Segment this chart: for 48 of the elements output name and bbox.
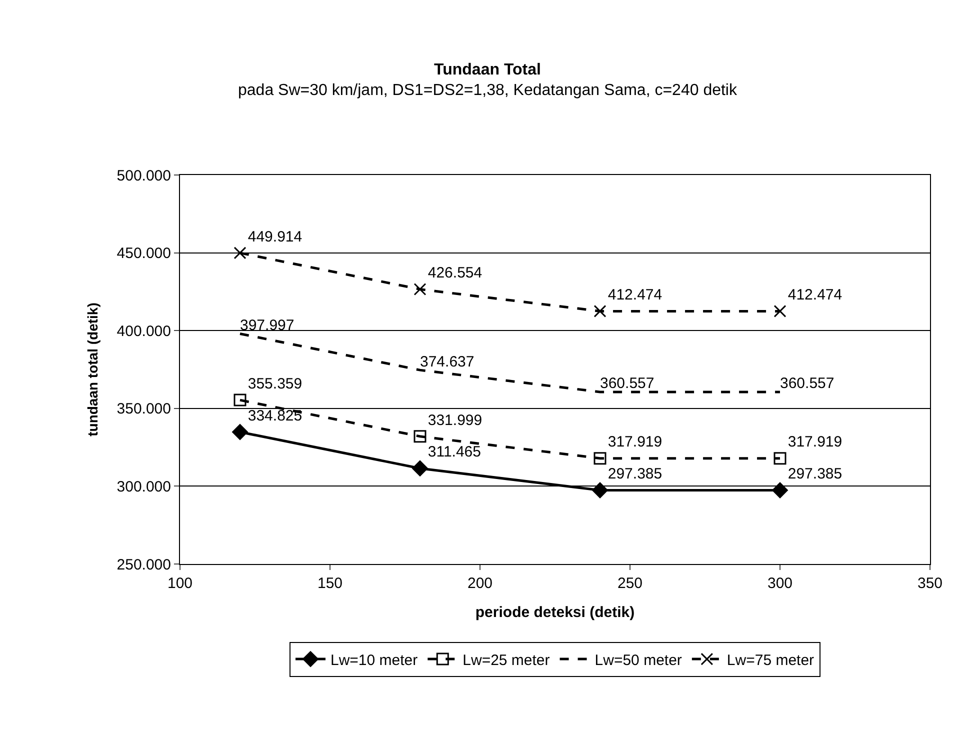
data-label: 360.557: [780, 375, 834, 392]
x-tick-label: 150: [317, 575, 343, 592]
point: [412, 460, 428, 476]
data-label: 297.385: [788, 466, 842, 483]
chart-title: Tundaan Total: [434, 61, 541, 78]
point: [234, 394, 246, 406]
data-label: 397.997: [240, 316, 294, 334]
data-label: 374.637: [420, 353, 474, 370]
legend-label: Lw=10 meter: [330, 652, 418, 669]
y-tick-label: 250.000: [116, 556, 171, 574]
data-label: 449.914: [248, 228, 302, 246]
point: [414, 283, 426, 296]
x-tick-label: 250: [617, 575, 643, 592]
point: [594, 452, 606, 465]
data-label: 317.919: [608, 434, 662, 451]
y-tick-label: 300.000: [116, 478, 171, 496]
data-label: 297.385: [608, 466, 662, 483]
data-label: 412.474: [788, 286, 842, 304]
data-label: 355.359: [248, 375, 302, 392]
y-tick-label: 450.000: [116, 245, 171, 262]
y-tick-label: 400.000: [116, 322, 171, 340]
x-tick-label: 300: [767, 575, 793, 592]
point: [234, 246, 246, 260]
y-axis-title: tundaan total (detik): [84, 302, 100, 436]
legend-label: Lw=75 meter: [726, 652, 814, 669]
point: [774, 452, 786, 465]
data-label: 311.465: [428, 444, 481, 461]
point: [592, 482, 608, 498]
data-label: 412.474: [608, 286, 662, 304]
y-tick-label: 350.000: [116, 400, 171, 418]
x-tick-label: 200: [467, 575, 493, 592]
point: [774, 304, 786, 318]
point: [232, 424, 248, 440]
point: [414, 430, 426, 443]
point: [772, 482, 788, 498]
data-label: 360.557: [600, 375, 654, 392]
data-label: 426.554: [428, 264, 482, 282]
legend-label: Lw=50 meter: [594, 652, 682, 669]
x-axis-title: periode deteksi (detik): [475, 604, 635, 621]
y-tick-label: 500.000: [116, 167, 171, 184]
point: [594, 304, 606, 318]
x-tick-label: 350: [917, 575, 943, 592]
chart-subtitle: pada Sw=30 km/jam, DS1=DS2=1,38, Kedatangan Sama, c=240 detik: [238, 82, 738, 100]
data-label: 334.825: [248, 407, 302, 424]
legend-label: Lw=25 meter: [462, 652, 550, 669]
data-label: 331.999: [428, 412, 482, 429]
x-tick-label: 100: [167, 575, 193, 592]
data-label: 317.919: [788, 434, 842, 451]
